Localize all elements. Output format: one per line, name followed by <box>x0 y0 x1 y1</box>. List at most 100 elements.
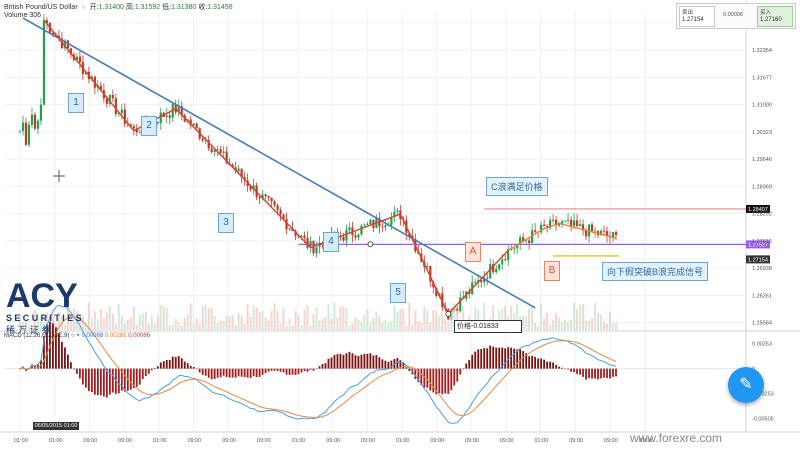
candle-body <box>522 237 525 241</box>
volume-bar <box>114 323 117 330</box>
candle-body <box>540 224 543 233</box>
volume-bar <box>108 306 111 330</box>
open-value: 1.31400 <box>98 4 124 11</box>
volume-bar <box>603 321 606 330</box>
pencil-icon: ✎ <box>739 376 753 393</box>
macd-hist-bar <box>399 360 402 369</box>
volume-bar <box>381 322 384 330</box>
macd-hist-bar <box>285 368 288 375</box>
candle-body <box>30 114 34 125</box>
macd-hist-bar <box>519 349 522 369</box>
macd-hist-bar <box>201 368 204 375</box>
macd-hist-bar <box>342 354 345 369</box>
macd-hist-bar <box>195 368 198 370</box>
volume-bar <box>120 315 123 330</box>
volume-bar <box>261 310 264 330</box>
volume-bar <box>594 302 597 330</box>
volume-bar <box>204 304 207 330</box>
candle-body <box>366 224 369 225</box>
macd-hist-bar <box>138 368 141 385</box>
macd-hist-bar <box>387 361 390 369</box>
x-tick-label: 09:00 <box>222 438 236 444</box>
candle-body <box>240 168 243 178</box>
edit-fab-button[interactable]: ✎ <box>728 367 764 403</box>
macd-tick-label: 0.00253 <box>752 342 772 348</box>
wave-label-1: 1 <box>68 93 84 113</box>
macd-hist-bar <box>429 368 432 391</box>
candle-body <box>249 185 252 190</box>
volume-bar <box>378 316 381 330</box>
macd-hist-bar <box>351 353 354 369</box>
macd-hist-bar <box>405 367 408 369</box>
macd-hist-bar <box>90 368 93 393</box>
macd-hist-bar <box>87 368 90 392</box>
sell-price: 1.27154 <box>682 17 704 23</box>
macd-hist-bar <box>165 359 168 369</box>
wave5-marker <box>445 310 452 317</box>
volume-bar <box>420 323 423 330</box>
volume-bar <box>600 314 603 330</box>
candle-body <box>501 259 504 265</box>
macd-hist-bar <box>528 356 531 369</box>
candle-body <box>234 167 237 172</box>
candle-body <box>552 219 555 221</box>
macd-hist-bar <box>459 368 462 375</box>
volume-bar <box>537 325 540 330</box>
macd-hist-bar <box>522 351 525 369</box>
macd-hist-bar <box>52 323 54 369</box>
candle-body <box>513 248 516 250</box>
candle-body <box>534 230 537 232</box>
last-price-tag-bg <box>746 255 770 264</box>
macd-hist-bar <box>174 357 177 369</box>
sell-button[interactable]: 卖出 1.27154 <box>679 6 715 27</box>
y-tick-label: 1.32354 <box>752 48 772 54</box>
x-tick-label: 09:00 <box>500 438 514 444</box>
candle-body <box>237 168 240 172</box>
candle-body <box>435 287 438 296</box>
macd-hist-bar <box>603 368 605 378</box>
macd-hist-bar <box>471 354 474 369</box>
candle-body <box>42 20 46 105</box>
volume-bar <box>129 317 132 330</box>
candle-body <box>300 235 303 237</box>
volume-bar <box>342 306 345 330</box>
volume-bar <box>399 308 402 330</box>
candle-body <box>75 56 79 60</box>
volume-bar <box>222 321 225 330</box>
candle-body <box>396 210 399 212</box>
volume-bar <box>291 325 294 330</box>
volume-bar <box>207 308 210 330</box>
volume-bar <box>570 319 573 330</box>
macd-hist-bar <box>99 368 102 396</box>
candle-body <box>303 235 306 238</box>
macd-hist-bar <box>279 368 282 372</box>
macd-hist-bar <box>360 354 363 369</box>
candle-body <box>566 219 570 221</box>
volume-bar <box>36 318 39 330</box>
candle-body <box>18 130 22 132</box>
macd-hist-bar <box>204 368 207 376</box>
spread-value: 0.00006 <box>723 12 743 18</box>
macd-hist-bar <box>591 368 593 379</box>
candle-body <box>519 237 522 245</box>
volume-bar <box>324 316 327 330</box>
volume-bar <box>258 312 261 330</box>
candle-body <box>528 240 531 243</box>
x-tick-label: 09:00 <box>465 438 479 444</box>
macd-hist-bar <box>309 368 312 370</box>
volume-bar <box>90 318 93 330</box>
volume-bar <box>372 318 375 330</box>
macd-hist-bar <box>507 347 510 369</box>
volume-bar <box>210 307 213 330</box>
volume-bar <box>417 320 420 330</box>
volume-bar <box>348 324 351 330</box>
volume-value: 306 <box>29 12 41 19</box>
volume-bar <box>531 306 534 330</box>
macd-hist-bar <box>129 368 132 390</box>
symbol-header: British Pound/US Dollar ○ 开:1.31400 高:1.… <box>4 4 233 11</box>
candle-body <box>363 224 366 226</box>
candle-body <box>549 219 552 229</box>
buy-button[interactable]: 买入 1.27160 <box>757 6 793 27</box>
signal-line <box>19 316 617 419</box>
candle-body <box>24 122 28 145</box>
